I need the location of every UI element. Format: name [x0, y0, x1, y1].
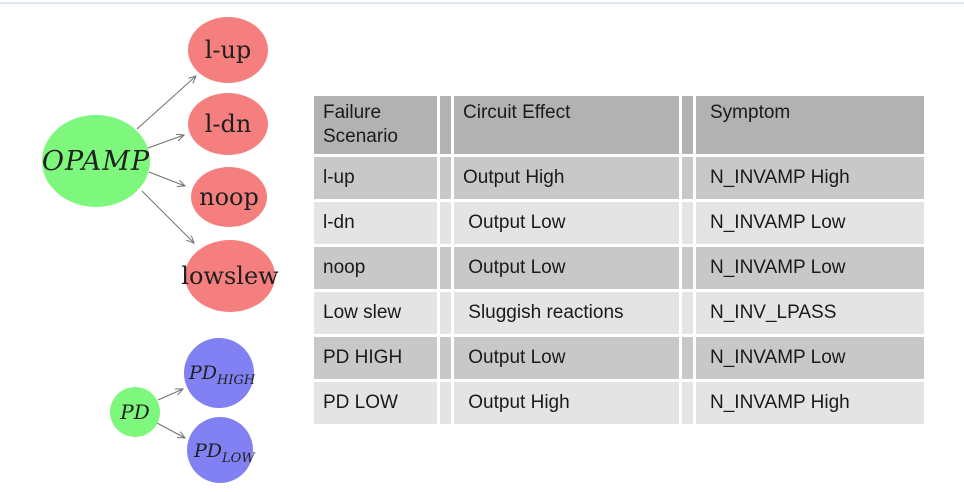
symptom-cell: N_INVAMP High: [696, 157, 924, 199]
effect-cell: Output Low: [454, 247, 679, 289]
pdhigh-node: [184, 338, 254, 408]
spacer-cell: [682, 202, 693, 244]
failure-scenario-table: Failure Scenario Circuit Effect Symptom …: [311, 93, 927, 427]
pd-node: [110, 387, 160, 437]
opamp-node: [42, 115, 150, 207]
symptom-cell: N_INV_LPASS: [696, 292, 924, 334]
pdhigh-node-label: PDHIGH: [188, 362, 256, 388]
arrow-pd-to-pdhigh: [157, 389, 183, 401]
lowslew-node: [185, 240, 275, 312]
col-header-symptom: Symptom: [696, 96, 924, 154]
spacer-cell: [440, 247, 451, 289]
symptom-cell: N_INVAMP Low: [696, 202, 924, 244]
col-header-circuit-effect: Circuit Effect: [454, 96, 679, 154]
scenario-cell: l-up: [314, 157, 437, 199]
spacer-cell: [440, 337, 451, 379]
spacer-cell: [440, 202, 451, 244]
table-row: noop Output Low N_INVAMP Low: [314, 247, 924, 289]
noop-node: [191, 167, 267, 227]
effect-cell: Output Low: [454, 337, 679, 379]
spacer-cell: [682, 292, 693, 334]
spacer-cell: [682, 157, 693, 199]
opamp-node-label: OPAMP: [42, 146, 150, 177]
pdlow-node: [187, 417, 253, 483]
arrow-opamp-to-ldn: [147, 135, 184, 149]
header-spacer-1: [440, 96, 451, 154]
effect-cell: Output High: [454, 382, 679, 424]
spacer-cell: [682, 247, 693, 289]
arrow-opamp-to-lowslew: [141, 190, 194, 243]
table-header-row: Failure Scenario Circuit Effect Symptom: [314, 96, 924, 154]
lowslew-node-label: lowslew: [181, 262, 279, 290]
scenario-cell: noop: [314, 247, 437, 289]
effect-cell: Output High: [454, 157, 679, 199]
table-row: PD LOW Output High N_INVAMP High: [314, 382, 924, 424]
spacer-cell: [440, 382, 451, 424]
symptom-cell: N_INVAMP Low: [696, 337, 924, 379]
table-row: Low slew Sluggish reactions N_INV_LPASS: [314, 292, 924, 334]
ldn-node: [188, 93, 268, 155]
symptom-cell: N_INVAMP High: [696, 382, 924, 424]
table-row: PD HIGH Output Low N_INVAMP Low: [314, 337, 924, 379]
effect-cell: Output Low: [454, 202, 679, 244]
arrow-opamp-to-lup: [136, 76, 196, 130]
fault-tree-diagram: OPAMP l-up l-dn noop lowslew PD PDHIGH P…: [42, 17, 279, 483]
spacer-cell: [440, 157, 451, 199]
arrow-pd-to-pdlow: [156, 422, 185, 438]
lup-node-label: l-up: [205, 36, 252, 64]
noop-node-label: noop: [199, 183, 259, 211]
arrow-opamp-to-noop: [148, 171, 185, 186]
scenario-cell: Low slew: [314, 292, 437, 334]
symptom-cell: N_INVAMP Low: [696, 247, 924, 289]
table-row: l-dn Output Low N_INVAMP Low: [314, 202, 924, 244]
header-spacer-2: [682, 96, 693, 154]
ldn-node-label: l-dn: [205, 110, 252, 138]
table-row: l-up Output High N_INVAMP High: [314, 157, 924, 199]
pdlow-node-label: PDLOW: [193, 440, 256, 466]
spacer-cell: [440, 292, 451, 334]
pd-node-label: PD: [119, 400, 150, 424]
scenario-cell: l-dn: [314, 202, 437, 244]
effect-cell: Sluggish reactions: [454, 292, 679, 334]
spacer-cell: [682, 382, 693, 424]
scenario-cell: PD LOW: [314, 382, 437, 424]
col-header-failure-scenario: Failure Scenario: [314, 96, 437, 154]
top-border-line: [0, 2, 964, 4]
lup-node: [188, 17, 268, 83]
scenario-cell: PD HIGH: [314, 337, 437, 379]
spacer-cell: [682, 337, 693, 379]
